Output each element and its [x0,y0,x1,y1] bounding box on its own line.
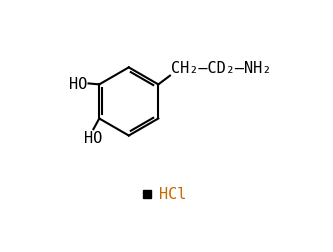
Text: HO: HO [69,77,88,91]
Text: CH₂—CD₂—NH₂: CH₂—CD₂—NH₂ [171,60,271,75]
Text: HCl: HCl [159,187,186,202]
Text: HO: HO [84,131,103,146]
